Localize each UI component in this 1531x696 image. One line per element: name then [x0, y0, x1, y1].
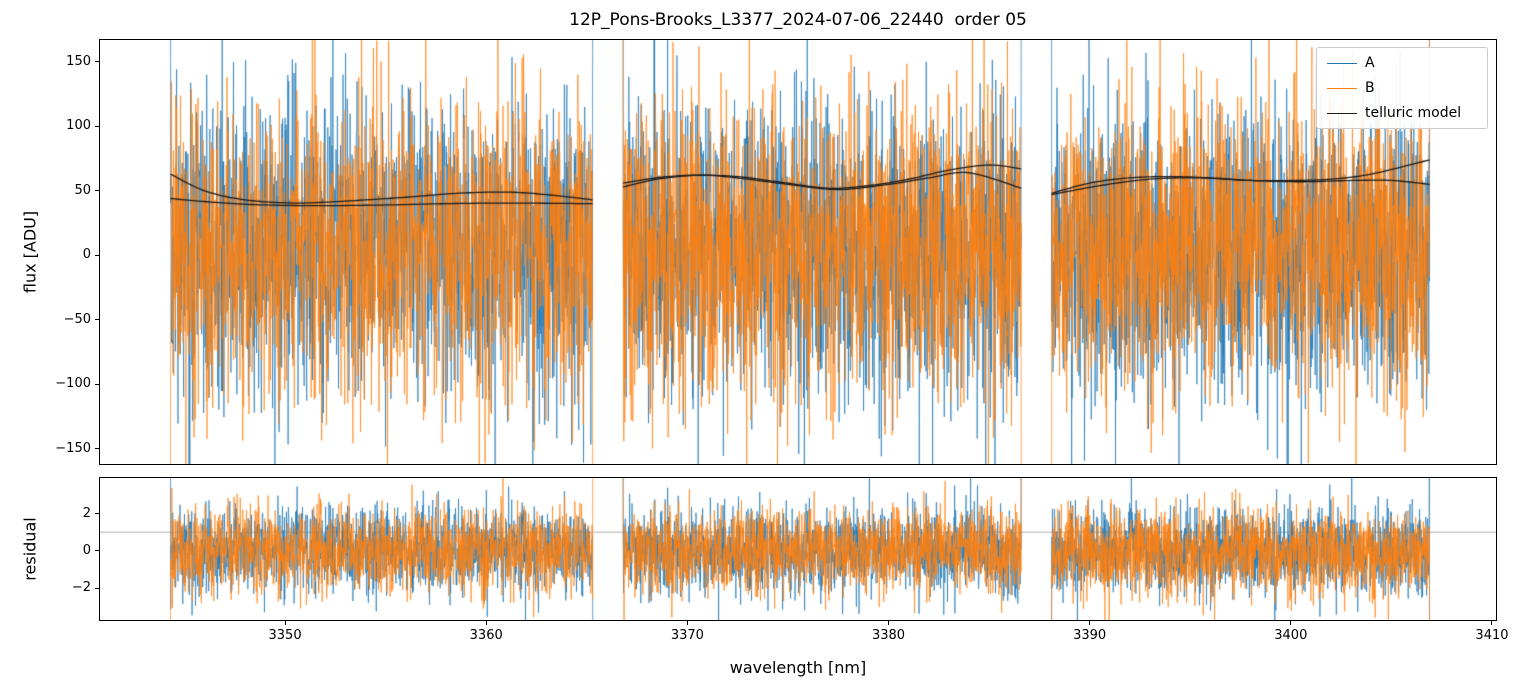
y-tick-mark [95, 125, 99, 127]
y-tick-label: −100 [55, 376, 91, 392]
residual-plot-canvas [100, 478, 1496, 620]
residual-axes [99, 477, 1497, 621]
flux-plot-canvas [100, 40, 1496, 464]
y-tick-label: −2 [71, 580, 91, 596]
legend-entry: B [1327, 80, 1477, 96]
y-tick-label: 0 [82, 542, 91, 558]
legend-line-sample [1327, 87, 1357, 89]
x-tick-mark [686, 621, 688, 625]
y-tick-label: −50 [63, 311, 91, 327]
x-tick-mark [1491, 621, 1493, 625]
x-tick-mark [888, 621, 890, 625]
y-tick-mark [95, 319, 99, 321]
y-tick-mark [95, 550, 99, 552]
legend-label: A [1365, 55, 1375, 71]
x-tick-label: 3350 [268, 628, 302, 643]
y-tick-label: 2 [82, 505, 91, 521]
y-tick-label: 100 [66, 118, 91, 134]
y-tick-mark [95, 448, 99, 450]
legend-line-sample [1327, 62, 1357, 64]
legend-entry: telluric model [1327, 105, 1477, 121]
x-tick-mark [1089, 621, 1091, 625]
x-tick-mark [485, 621, 487, 625]
legend-entry: A [1327, 55, 1477, 71]
x-tick-mark [1290, 621, 1292, 625]
x-tick-label: 3410 [1475, 628, 1509, 643]
legend-label: B [1365, 80, 1375, 96]
y-tick-label: −150 [55, 440, 91, 456]
y-tick-mark [95, 513, 99, 514]
y-tick-mark [95, 383, 99, 385]
x-tick-mark [284, 621, 286, 625]
y-tick-mark [95, 61, 99, 63]
y-tick-mark [95, 254, 99, 256]
legend-line-sample [1327, 112, 1357, 114]
x-tick-label: 3380 [871, 628, 906, 643]
x-axis-label: wavelength [nm] [729, 658, 867, 677]
y-tick-label: 0 [82, 247, 91, 263]
y-tick-label: 50 [74, 182, 91, 198]
y-tick-mark [95, 587, 99, 589]
x-tick-label: 3370 [670, 628, 704, 643]
x-tick-label: 3400 [1274, 628, 1308, 643]
y-tick-label: 150 [66, 53, 91, 69]
chart-title: 12P_Pons-Brooks_L3377_2024-07-06_22440 o… [569, 10, 1027, 30]
x-tick-label: 3360 [469, 628, 503, 643]
y-tick-mark [95, 190, 99, 192]
x-tick-label: 3390 [1073, 628, 1107, 643]
legend-label: telluric model [1365, 105, 1462, 121]
